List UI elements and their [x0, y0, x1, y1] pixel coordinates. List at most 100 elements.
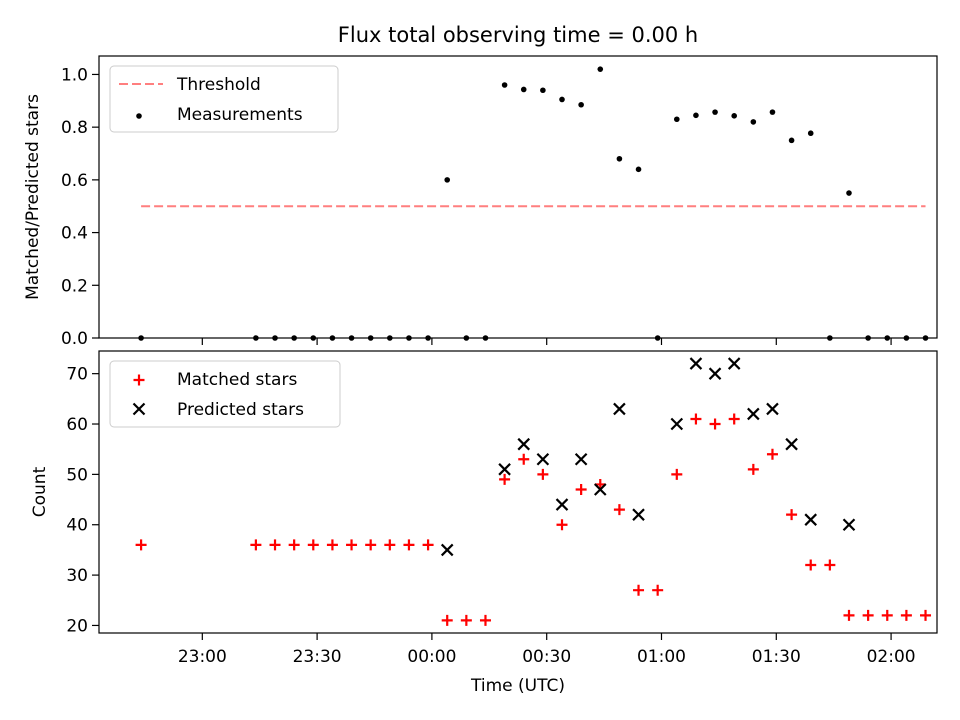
matched-star-point — [881, 609, 893, 621]
matched-star-point — [575, 483, 587, 495]
matched-star-point — [384, 539, 396, 551]
matched-star-point — [499, 473, 511, 485]
top-y-tick-label: 0.8 — [61, 118, 88, 138]
bottom-y-tick-label: 50 — [66, 465, 88, 485]
predicted-star-point — [708, 367, 722, 380]
x-tick-label: 00:30 — [522, 647, 571, 667]
predicted-star-point — [766, 402, 779, 416]
predicted-star-point — [804, 513, 818, 526]
top-legend: Threshold Measurements — [109, 65, 339, 133]
matched-star-point — [365, 539, 377, 551]
chart-title: Flux total observing time = 0.00 h — [338, 23, 698, 47]
matched-star-point — [346, 539, 358, 551]
bottom-y-tick-label: 20 — [66, 616, 88, 636]
bottom-y-tick-label: 70 — [66, 365, 88, 385]
bottom-legend-box — [109, 360, 341, 428]
measurement-point — [597, 66, 604, 72]
x-tick-label: 02:00 — [867, 647, 916, 667]
bottom-panel: 20 30 40 50 60 70 23:00 23:30 00:00 00:30 01:00 01… — [30, 350, 938, 696]
matched-star-point — [671, 468, 683, 480]
predicted-legend-swatch — [132, 402, 146, 416]
x-axis-label: Time (UTC) — [470, 676, 565, 696]
top-legend-box — [109, 65, 339, 133]
x-tick-label: 00:00 — [407, 647, 456, 667]
x-tick-label: 23:00 — [178, 647, 227, 667]
measurement-point — [673, 116, 680, 123]
predicted-star-point — [613, 402, 626, 416]
measurement-point — [693, 112, 699, 119]
measurement-point — [444, 177, 451, 183]
measurement-point — [731, 113, 737, 119]
matched-star-point — [479, 614, 491, 626]
threshold-legend-label: Threshold — [176, 75, 261, 95]
matched-legend-swatch — [133, 374, 145, 386]
top-plot-frame — [98, 55, 938, 339]
predicted-star-point — [727, 357, 741, 370]
predicted-star-point — [747, 407, 760, 421]
measurement-point — [635, 166, 642, 173]
bottom-plot-frame — [98, 350, 938, 634]
matched-star-point — [766, 448, 778, 460]
predicted-star-point — [670, 417, 684, 431]
measurement-point — [769, 109, 776, 115]
measurement-point — [788, 137, 795, 144]
bottom-y-tick-label: 30 — [66, 566, 88, 586]
measurement-point — [807, 130, 814, 137]
matched-star-point — [250, 539, 262, 551]
top-y-tick-label: 0.2 — [61, 276, 88, 296]
x-tick-label: 23:30 — [293, 647, 342, 667]
matched-star-point — [786, 509, 798, 521]
matched-star-point — [747, 463, 759, 475]
matched-star-point — [403, 539, 415, 551]
matched-star-point — [307, 539, 319, 551]
measurement-point — [750, 119, 757, 125]
measurements-legend-label: Measurements — [177, 105, 303, 125]
measurement-point — [559, 96, 565, 103]
matched-star-point — [824, 559, 836, 571]
matched-star-point — [326, 539, 338, 551]
matched-star-point — [556, 519, 568, 531]
measurement-point — [501, 82, 508, 88]
predicted-star-point — [632, 508, 645, 521]
x-tick-label: 01:00 — [637, 647, 686, 667]
matched-star-point — [288, 539, 300, 551]
predicted-star-point — [574, 452, 588, 466]
predicted-star-point — [842, 518, 856, 532]
matched-star-point — [269, 539, 281, 551]
bottom-legend: Matched stars Predicted stars — [109, 360, 341, 428]
top-y-tick-label: 0.6 — [61, 171, 88, 191]
matched-star-point — [633, 584, 645, 596]
matched-star-point — [862, 609, 874, 621]
measurements-legend-swatch — [136, 113, 142, 119]
bottom-y-axis-label: Count — [30, 466, 50, 517]
top-y-tick-label: 0.4 — [61, 224, 88, 244]
matched-star-point — [805, 559, 817, 571]
matched-star-point — [843, 609, 855, 621]
predicted-star-point — [517, 437, 531, 451]
matched-star-point — [537, 468, 549, 480]
measurement-point — [846, 190, 852, 196]
measurement-point — [520, 86, 527, 93]
predicted-star-point — [536, 452, 550, 466]
predicted-star-point — [440, 543, 454, 557]
matched-star-point — [728, 413, 740, 425]
matched-star-point — [441, 614, 453, 626]
predicted-star-point — [785, 437, 798, 451]
matched-star-point — [422, 539, 434, 551]
matched-star-point — [709, 418, 721, 430]
predicted-legend-label: Predicted stars — [177, 400, 304, 420]
measurement-point — [616, 155, 623, 162]
matched-star-point — [518, 453, 530, 465]
predicted-star-point — [555, 498, 569, 511]
top-y-tick-label: 1.0 — [61, 65, 88, 85]
top-y-axis-label: Matched/Predicted stars — [23, 94, 43, 300]
bottom-y-tick-label: 60 — [66, 415, 88, 435]
matched-star-point — [460, 614, 472, 626]
measurement-point — [578, 101, 584, 108]
x-tick-label: 01:30 — [752, 647, 801, 667]
measurement-point — [712, 109, 718, 115]
matched-legend-label: Matched stars — [177, 370, 297, 390]
top-panel: 0.0 0.2 0.4 0.6 0.8 1.0 Matched/Predicted sta… — [23, 55, 938, 349]
predicted-star-point — [689, 357, 703, 370]
